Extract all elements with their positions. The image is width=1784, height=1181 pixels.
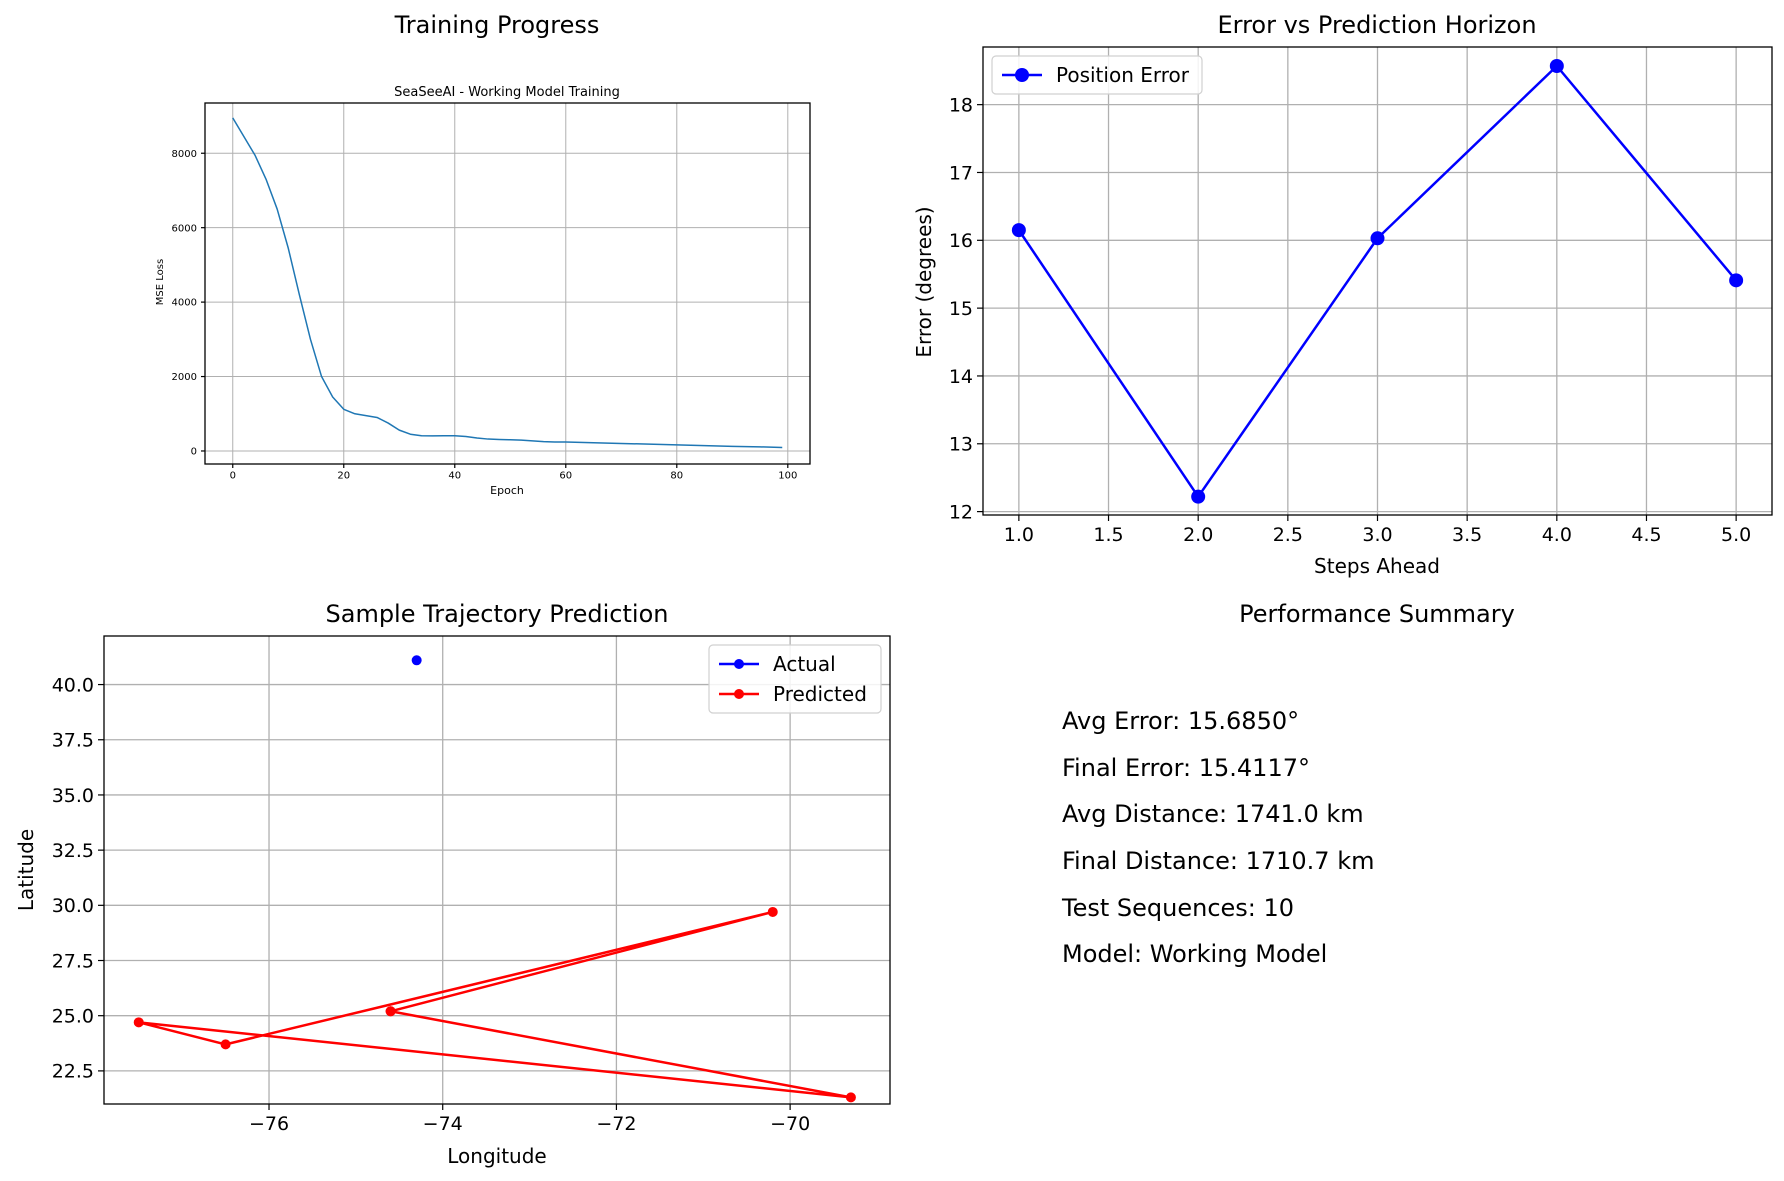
- error-x-tick-label: 3.0: [1362, 524, 1392, 546]
- training-x-tick-label: 100: [778, 471, 797, 482]
- training-x-tick-label: 40: [448, 471, 461, 482]
- training-y-tick-label: 8000: [172, 149, 197, 160]
- training-chart-title: SeaSeeAI - Working Model Training: [394, 85, 620, 100]
- trajectory-axes-frame: [103, 635, 891, 1105]
- summary-line-final-error: Final Error: 15.4117°: [1062, 754, 1310, 782]
- error-legend: Position Error: [991, 55, 1203, 95]
- training-panel-title: Training Progress: [394, 11, 600, 39]
- performance-summary-panel: Performance Summary Avg Error: 15.6850° …: [1061, 600, 1515, 968]
- error-y-tick-label: 14: [949, 366, 973, 388]
- trajectory-y-tick-label: 32.5: [52, 840, 94, 862]
- training-axes-frame: [204, 102, 811, 465]
- trajectory-x-tick-label: −76: [249, 1113, 289, 1135]
- training-x-tick-label: 60: [559, 471, 572, 482]
- error-series-position-error-point: [1370, 231, 1385, 246]
- error-horizon-panel: 1.0 1.5 2.0 2.5 3.0 3.5 4.0 4.5 5.0 12 13 14 15 16 17 1…: [912, 11, 1773, 578]
- training-x-axis-label: Epoch: [490, 484, 524, 497]
- training-x-tick-label: 0: [230, 471, 236, 482]
- trajectory-y-tick-label: 30.0: [52, 895, 94, 917]
- error-x-tick-label: 3.5: [1452, 524, 1482, 546]
- training-progress-panel: 0 20 40 60 80 100 0 2000 4000 6000 8000 Training P…: [155, 11, 811, 497]
- summary-line-avg-distance: Avg Distance: 1741.0 km: [1062, 800, 1364, 828]
- legend-predicted-marker: [734, 689, 744, 699]
- training-y-axis-label: MSE Loss: [155, 259, 166, 305]
- trajectory-series-predicted-point: [767, 906, 778, 917]
- trajectory-x-tick-label: −70: [770, 1113, 810, 1135]
- error-y-tick-label: 16: [949, 230, 973, 252]
- error-x-tick-label: 2.0: [1183, 524, 1213, 546]
- trajectory-y-tick-label: 22.5: [52, 1061, 94, 1083]
- legend-position-error-marker: [1015, 68, 1029, 82]
- error-y-tick-label: 18: [949, 94, 973, 116]
- trajectory-plot-area: −76 −74 −72 −70 22.5 25.0 27.5 30.0 32.5 35.0 37.5…: [52, 635, 891, 1135]
- legend-actual-label: Actual: [773, 652, 836, 676]
- trajectory-legend: Actual Predicted: [708, 644, 882, 714]
- error-y-tick-label: 15: [949, 298, 973, 320]
- error-series-position-error-point: [1549, 58, 1564, 73]
- error-y-axis-label: Error (degrees): [912, 206, 936, 357]
- trajectory-y-tick-label: 27.5: [52, 950, 94, 972]
- training-y-tick-label: 4000: [172, 298, 197, 309]
- error-x-tick-label: 5.0: [1721, 524, 1751, 546]
- summary-line-test-sequences: Test Sequences: 10: [1061, 894, 1294, 922]
- training-x-tick-label: 80: [670, 471, 683, 482]
- training-y-tick-label: 0: [191, 447, 197, 458]
- trajectory-y-tick-label: 35.0: [52, 785, 94, 807]
- trajectory-legend-box: [708, 644, 882, 714]
- error-y-tick-label: 12: [949, 501, 973, 523]
- error-x-axis-label: Steps Ahead: [1314, 554, 1440, 578]
- error-x-tick-label: 1.5: [1093, 524, 1123, 546]
- trajectory-panel: −76 −74 −72 −70 22.5 25.0 27.5 30.0 32.5 35.0 37.5…: [14, 600, 891, 1168]
- error-legend-box: [991, 55, 1203, 95]
- trajectory-y-tick-label: 40.0: [52, 674, 94, 696]
- error-chart-title: Error vs Prediction Horizon: [1217, 11, 1536, 39]
- summary-line-avg-error: Avg Error: 15.6850°: [1062, 707, 1299, 735]
- error-x-tick-label: 1.0: [1004, 524, 1034, 546]
- error-plot-area: 1.0 1.5 2.0 2.5 3.0 3.5 4.0 4.5 5.0 12 13 14 15 16 17 1…: [949, 46, 1773, 546]
- trajectory-chart-title: Sample Trajectory Prediction: [326, 600, 669, 628]
- trajectory-y-axis-label: Latitude: [14, 829, 38, 911]
- error-x-tick-label: 4.0: [1542, 524, 1572, 546]
- summary-line-model: Model: Working Model: [1062, 940, 1327, 968]
- training-series-loss-line: [232, 117, 783, 449]
- summary-title: Performance Summary: [1239, 600, 1515, 628]
- error-x-tick-label: 2.5: [1273, 524, 1303, 546]
- trajectory-x-axis-label: Longitude: [447, 1144, 546, 1168]
- trajectory-series-predicted-line: [137, 910, 853, 1099]
- legend-position-error-label: Position Error: [1056, 63, 1190, 87]
- error-x-tick-label: 4.5: [1631, 524, 1661, 546]
- error-y-tick-label: 13: [949, 434, 973, 456]
- trajectory-y-tick-label: 37.5: [52, 730, 94, 752]
- error-y-tick-label: 17: [949, 162, 973, 184]
- trajectory-x-tick-label: −72: [596, 1113, 636, 1135]
- trajectory-series-predicted-point: [220, 1039, 231, 1050]
- error-series-position-error-point: [1191, 489, 1206, 504]
- training-y-tick-label: 2000: [172, 372, 197, 383]
- trajectory-series-predicted-point: [133, 1017, 144, 1028]
- error-series-position-error-point: [1729, 273, 1744, 288]
- trajectory-series-predicted-point: [385, 1006, 396, 1017]
- training-y-tick-label: 6000: [172, 223, 197, 234]
- error-series-position-error-point: [1011, 223, 1026, 238]
- trajectory-series-actual-point: [411, 655, 422, 666]
- summary-line-final-distance: Final Distance: 1710.7 km: [1062, 847, 1374, 875]
- trajectory-series-predicted-point: [845, 1092, 856, 1103]
- trajectory-x-tick-label: −74: [423, 1113, 463, 1135]
- training-x-tick-label: 20: [337, 471, 350, 482]
- training-plot-area: 0 20 40 60 80 100 0 2000 4000 6000 8000: [172, 102, 811, 482]
- trajectory-y-tick-label: 25.0: [52, 1006, 94, 1028]
- legend-predicted-label: Predicted: [773, 682, 867, 706]
- legend-actual-marker: [734, 659, 744, 669]
